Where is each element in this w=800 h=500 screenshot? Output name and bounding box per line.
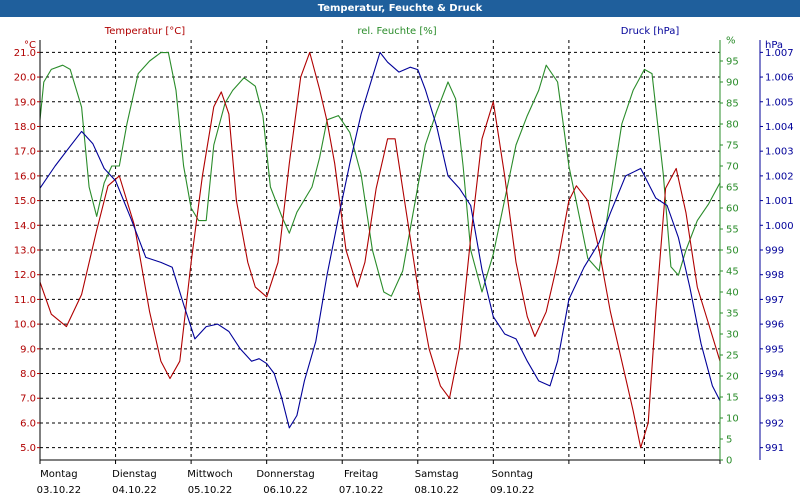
- axes: [37, 40, 763, 464]
- axis-labels: 5.0 6.0 7.0 8.0 9.0 10.0 11.0 12.0 13.0 14.0 15.0 1…: [14, 26, 794, 496]
- temperature-series-label: Temperatur [°C]: [104, 26, 185, 37]
- humidity-tick-label: 0: [726, 456, 732, 467]
- series-lines: [39, 51, 721, 449]
- temp-tick-label: 6.0: [20, 418, 36, 429]
- temp-tick-label: 8.0: [20, 369, 36, 380]
- humidity-tick-label: %: [726, 36, 736, 47]
- pressure-tick-label: 1.007: [765, 48, 794, 59]
- pressure-unit-label: hPa: [765, 40, 783, 51]
- pressure-tick-label: 991: [765, 443, 784, 454]
- x-date-label: 08.10.22: [414, 485, 459, 496]
- pressure-tick-label: 1.005: [765, 97, 794, 108]
- temp-tick-label: 17.0: [14, 147, 36, 158]
- humidity-series-label: rel. Feuchte [%]: [357, 26, 436, 37]
- pressure-tick-label: 1.006: [765, 73, 794, 84]
- temp-tick-label: 16.0: [14, 171, 36, 182]
- temp-tick-label: 13.0: [14, 246, 36, 257]
- humidity-tick-label: 70: [726, 162, 739, 173]
- x-date-label: 03.10.22: [37, 485, 82, 496]
- x-day-label: Sonntag: [491, 469, 533, 480]
- humidity-tick-label: 25: [726, 351, 739, 362]
- x-date-label: 09.10.22: [490, 485, 535, 496]
- temp-tick-label: 12.0: [14, 270, 36, 281]
- pressure-tick-label: 1.003: [765, 147, 794, 158]
- temp-tick-label: 14.0: [14, 221, 36, 232]
- pressure-series-label: Druck [hPa]: [621, 26, 680, 37]
- humidity-tick-label: 80: [726, 120, 739, 131]
- humidity-tick-label: 55: [726, 225, 739, 236]
- temp-tick-label: 10.0: [14, 320, 36, 331]
- x-day-label: Freitag: [344, 469, 378, 480]
- humidity-tick-label: 40: [726, 288, 739, 299]
- humidity-tick-label: 65: [726, 183, 739, 194]
- temp-tick-label: 9.0: [20, 344, 36, 355]
- x-day-label: Montag: [40, 469, 77, 480]
- humidity-tick-label: 5: [726, 435, 732, 446]
- humidity-tick-label: 10: [726, 414, 739, 425]
- x-day-label: Samstag: [415, 469, 459, 480]
- pressure-tick-label: 1.001: [765, 196, 794, 207]
- x-day-label: Donnerstag: [256, 469, 314, 480]
- pressure-tick-label: 993: [765, 394, 784, 405]
- humidity-tick-label: 60: [726, 204, 739, 215]
- pressure-tick-label: 1.004: [765, 122, 794, 133]
- temp-tick-label: 11.0: [14, 295, 36, 306]
- series-line-temperature: [39, 51, 721, 449]
- pressure-tick-label: 995: [765, 344, 784, 355]
- humidity-tick-label: 50: [726, 246, 739, 257]
- pressure-tick-label: 1.002: [765, 171, 794, 182]
- temp-tick-label: 19.0: [14, 97, 36, 108]
- temp-tick-label: 18.0: [14, 122, 36, 133]
- humidity-tick-label: 90: [726, 78, 739, 89]
- humidity-tick-label: 45: [726, 267, 739, 278]
- x-date-label: 07.10.22: [339, 485, 384, 496]
- pressure-tick-label: 1.000: [765, 221, 794, 232]
- humidity-tick-label: 20: [726, 372, 739, 383]
- x-date-label: 05.10.22: [188, 485, 233, 496]
- humidity-tick-label: 35: [726, 309, 739, 320]
- temp-tick-label: 5.0: [20, 443, 36, 454]
- temp-tick-label: 21.0: [14, 48, 36, 59]
- pressure-tick-label: 994: [765, 369, 784, 380]
- pressure-tick-label: 997: [765, 295, 784, 306]
- pressure-tick-label: 996: [765, 320, 784, 331]
- x-day-label: Mittwoch: [187, 469, 232, 480]
- title-bar: Temperatur, Feuchte & Druck: [0, 0, 800, 17]
- humidity-tick-label: 75: [726, 141, 739, 152]
- humidity-tick-label: 85: [726, 99, 739, 110]
- temp-unit-label: °C: [24, 40, 36, 51]
- humidity-tick-label: 15: [726, 393, 739, 404]
- series-line-pressure: [39, 51, 721, 429]
- temp-tick-label: 7.0: [20, 394, 36, 405]
- humidity-tick-label: 30: [726, 330, 739, 341]
- pressure-tick-label: 998: [765, 270, 784, 281]
- temp-tick-label: 15.0: [14, 196, 36, 207]
- humidity-tick-label: 95: [726, 57, 739, 68]
- x-day-label: Dienstag: [112, 469, 157, 480]
- x-date-label: 04.10.22: [112, 485, 157, 496]
- x-date-label: 06.10.22: [263, 485, 308, 496]
- pressure-tick-label: 992: [765, 418, 784, 429]
- grid-lines: [40, 40, 720, 460]
- series-line-humidity: [39, 52, 721, 297]
- chart-title: Temperatur, Feuchte & Druck: [317, 3, 483, 14]
- pressure-tick-label: 999: [765, 246, 784, 257]
- temp-tick-label: 20.0: [14, 73, 36, 84]
